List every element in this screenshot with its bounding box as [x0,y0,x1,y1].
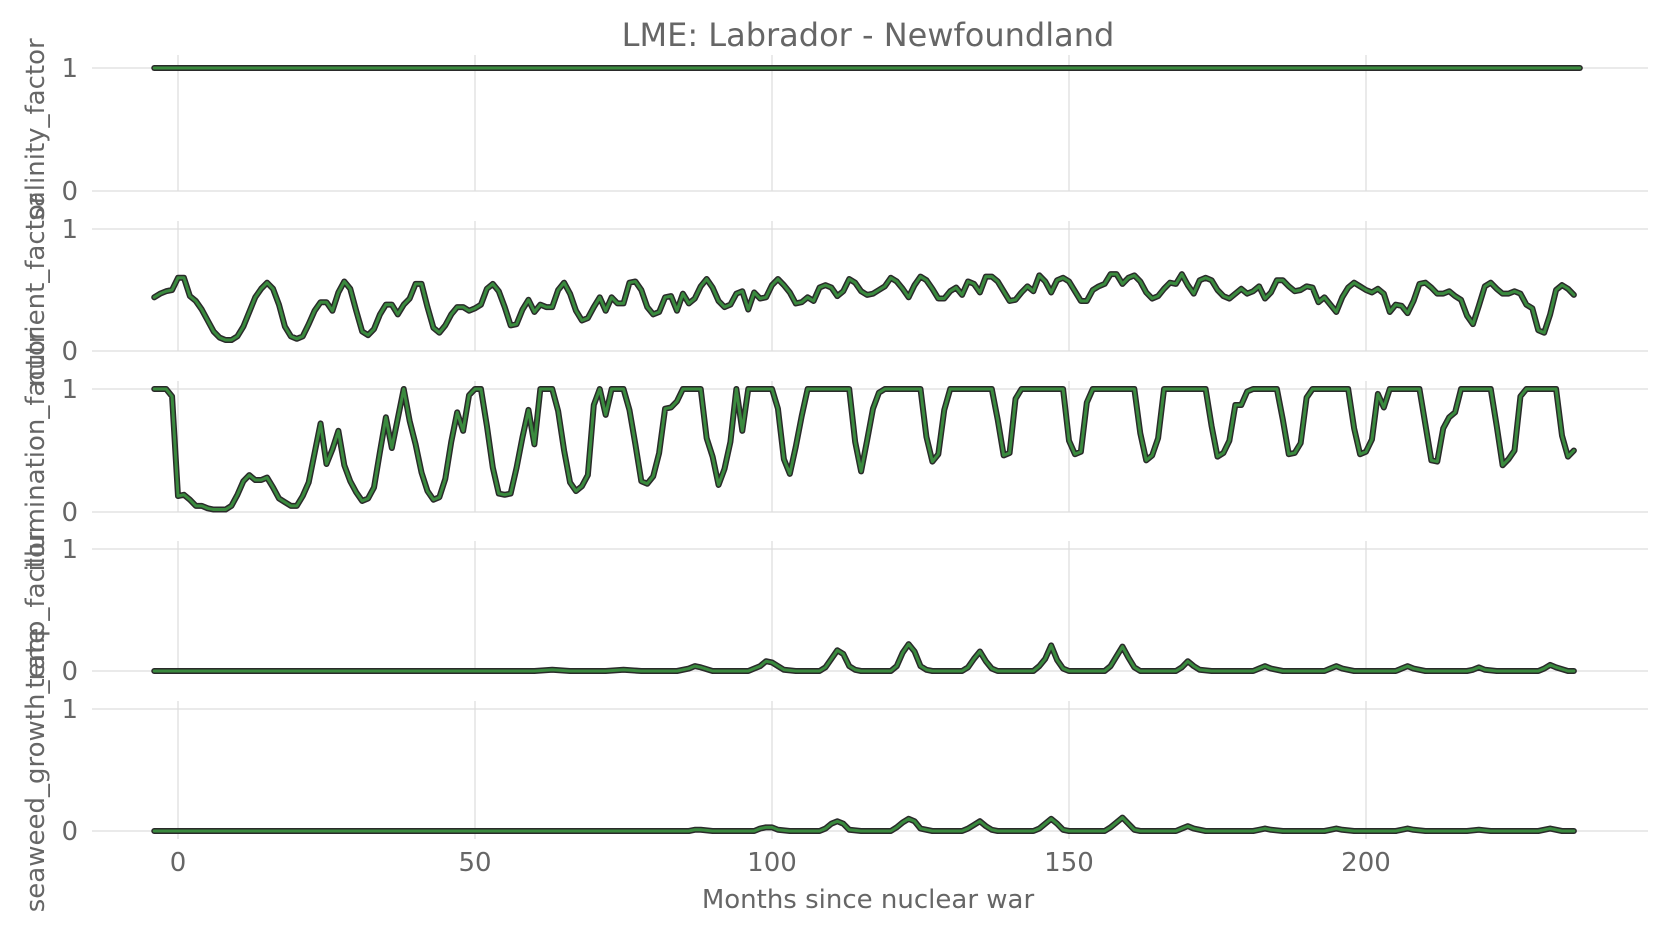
y-tick-label: 1 [61,695,78,725]
y-axis-label-temp: temp_factor [21,531,51,689]
y-tick-label: 0 [61,177,78,207]
x-tick-label: 100 [747,848,797,878]
x-tick-label: 150 [1044,848,1094,878]
chart-panels: 0 1 salinity_factor 0 1 nutrient_factor 0 1 illu… [21,38,1648,912]
panel-illumination: 0 1 illumination_factor [21,329,1648,572]
x-axis-label: Months since nuclear war [702,885,1035,915]
panel-seaweed: 0 1 seaweed_growth_rate [21,628,1648,913]
panel-nutrient: 0 1 nutrient_factor [21,193,1648,386]
y-tick-label: 0 [61,498,78,528]
y-tick-label: 0 [61,337,78,367]
y-tick-label: 1 [61,215,78,245]
series-line-nutrient [152,272,1576,342]
y-tick-label: 1 [61,54,78,84]
series-line-outline-nutrient [151,271,1577,344]
series-line-illumination [152,387,1576,512]
y-axis-label-seaweed: seaweed_growth_rate [21,628,51,913]
x-tick-label: 200 [1341,848,1391,878]
y-axis-label-illumination: illumination_factor [21,329,51,571]
y-tick-label: 1 [61,535,78,565]
series-line-temp [152,642,1576,673]
series-line-seaweed [152,816,1576,833]
y-tick-label: 0 [61,817,78,847]
series-line-outline-seaweed [151,814,1577,834]
panel-salinity: 0 1 salinity_factor [21,38,1648,221]
y-tick-label: 0 [61,657,78,687]
panel-temp: 0 1 temp_factor [21,531,1648,689]
y-tick-label: 1 [61,375,78,405]
chart-title: LME: Labrador - Newfoundland [622,16,1115,54]
series-line-outline-temp [151,641,1577,674]
y-axis-label-nutrient: nutrient_factor [21,193,51,386]
y-axis-label-salinity: salinity_factor [21,38,51,221]
x-tick-label: 0 [170,848,187,878]
x-tick-label: 50 [458,848,491,878]
